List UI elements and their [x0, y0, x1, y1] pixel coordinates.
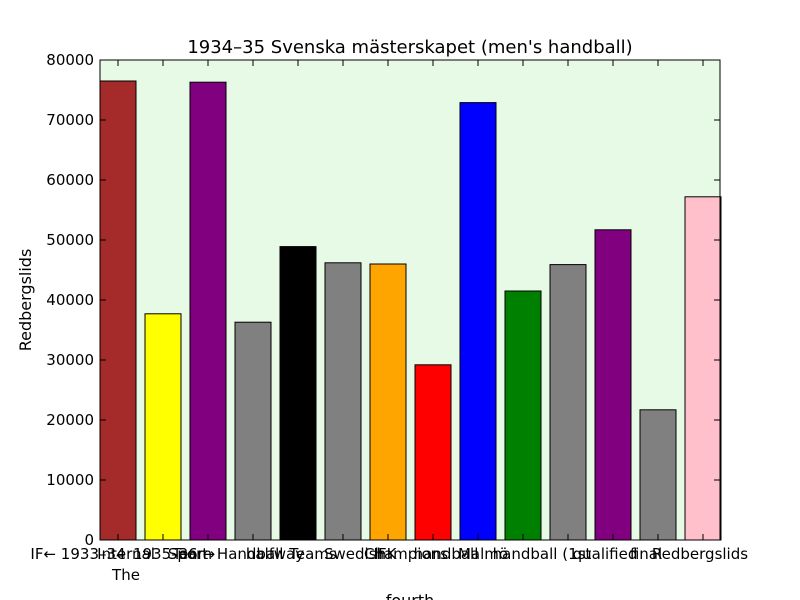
y-axis: 0 10000 20000 30000 40000 50000 60000 70000 8000… — [46, 51, 720, 549]
y-tick-label-5: 50000 — [46, 231, 94, 249]
chart-title: 1934–35 Svenska mästerskapet (men's hand… — [187, 37, 632, 58]
x-tick-label-1: Internal The — [97, 545, 155, 584]
bar-13 — [684, 196, 722, 541]
x-tick-label-14: final — [630, 545, 662, 563]
bar-1 — [144, 313, 182, 541]
y-tick-label-2: 20000 — [46, 411, 94, 429]
x-tick-label-8: IFK — [374, 545, 398, 563]
bar-5 — [324, 262, 362, 541]
x-tick-label-15: Redbergslids — [652, 545, 748, 563]
bars-group — [99, 80, 722, 541]
x-tick-label-2: 1935–36 → — [133, 545, 215, 563]
bar-3 — [234, 321, 272, 541]
x-tick-label-13: qualified — [573, 545, 638, 563]
bar-12 — [639, 409, 677, 541]
bar-9 — [504, 290, 542, 541]
x-tick-label-0: IF← 1933–34 — [30, 545, 125, 563]
bar-7 — [414, 364, 452, 541]
bar-10 — [549, 264, 587, 541]
x-tick-label-5: halfway — [246, 545, 304, 563]
x-axis-label: fourth — [386, 591, 435, 600]
x-tick-label-4: Team Handball — [172, 545, 284, 563]
y-tick-label-8: 80000 — [46, 51, 94, 69]
x-tick-label-12: handball (1st — [493, 545, 592, 563]
x-tick-label-10: handball — [414, 545, 479, 563]
bar-2 — [189, 81, 227, 541]
x-tick-label-9: Champions — [364, 545, 448, 563]
y-tick-label-6: 60000 — [46, 171, 94, 189]
bar-8 — [459, 102, 497, 541]
bar-4 — [279, 246, 317, 541]
x-tick-label-11: Malmö — [458, 545, 508, 563]
bar-11 — [594, 229, 632, 541]
x-tick-label-3: Sport — [168, 545, 208, 563]
x-tick-label-6: Teams — [288, 545, 337, 563]
bar-0 — [99, 80, 137, 541]
y-tick-label-1: 10000 — [46, 471, 94, 489]
y-tick-label-7: 70000 — [46, 111, 94, 129]
y-tick-label-4: 40000 — [46, 291, 94, 309]
y-axis-label: Redbergslids — [16, 249, 35, 352]
bar-6 — [369, 263, 407, 541]
y-tick-label-3: 30000 — [46, 351, 94, 369]
y-tick-label-0: 0 — [84, 531, 94, 549]
x-tick-label-7: Swedish — [324, 545, 386, 563]
